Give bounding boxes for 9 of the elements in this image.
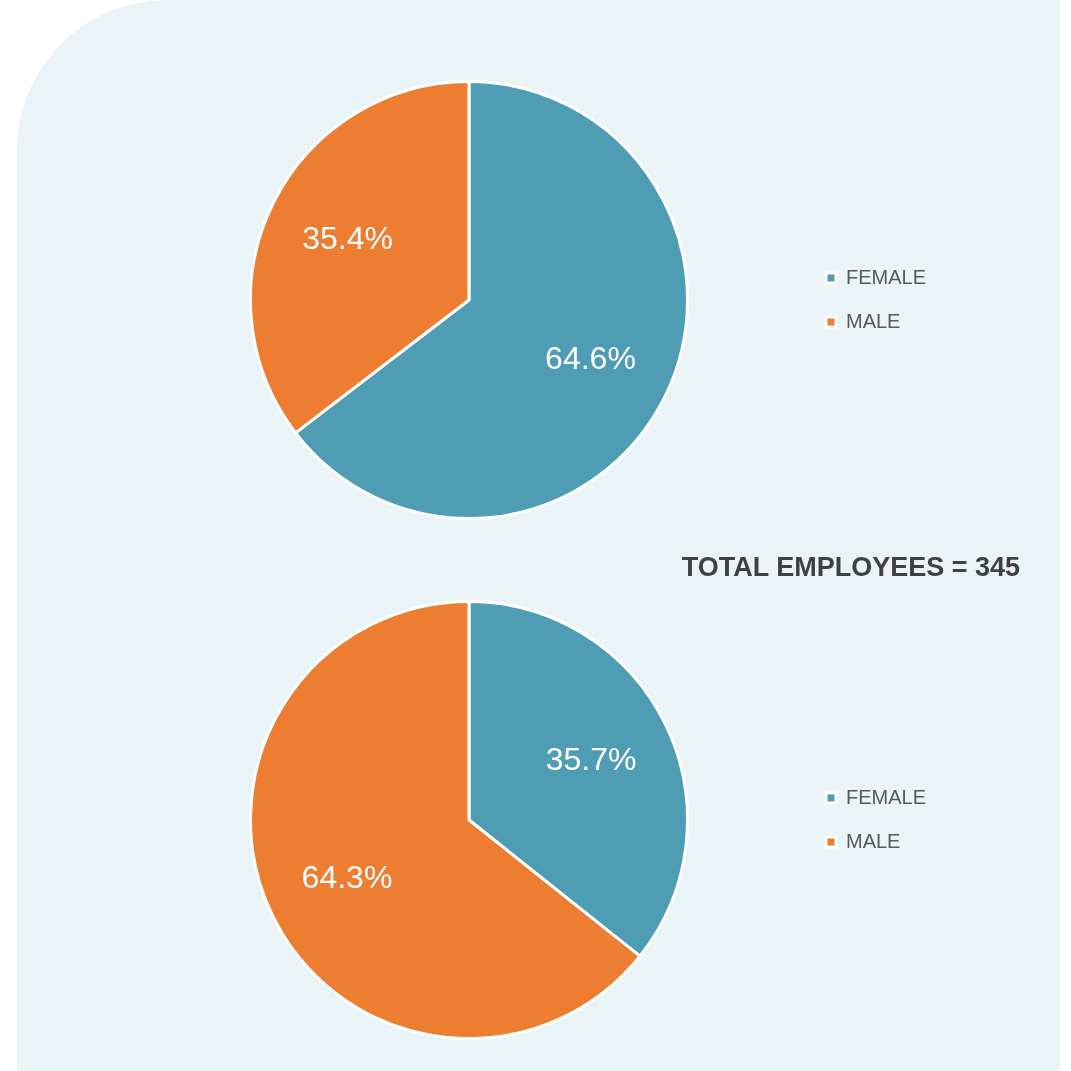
legend-label: FEMALE: [845, 785, 927, 808]
data-label: 35.7%: [545, 741, 637, 777]
legend-label: MALE: [845, 309, 901, 332]
chart-title: TOTAL EMPLOYEES = 345: [681, 552, 1020, 583]
data-label: 64.6%: [545, 339, 636, 376]
legend-label: MALE: [845, 829, 901, 852]
data-label: 64.3%: [301, 858, 393, 895]
legend-label: FEMALE: [845, 265, 927, 288]
data-label: 35.4%: [302, 219, 393, 256]
